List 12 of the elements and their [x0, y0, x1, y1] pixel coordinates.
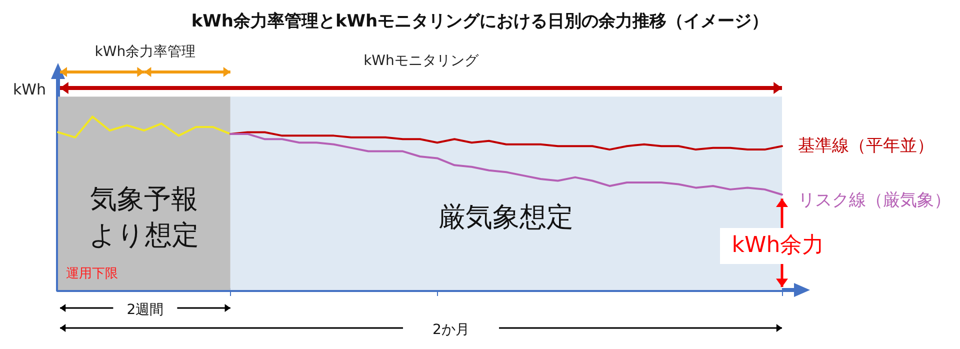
series-label: 基準線（平年並） — [798, 136, 934, 156]
text: 2か月 — [432, 322, 470, 338]
text: kWhモニタリング — [364, 52, 480, 69]
text: kWh余力率管理 — [94, 44, 196, 60]
series-label: リスク線（厳気象） — [798, 190, 951, 211]
y-axis-title: kWh — [12, 80, 46, 98]
text: 2週間 — [126, 302, 164, 318]
chart-title: kWh余力率管理とkWhモニタリングにおける日別の余力推移（イメージ） — [191, 12, 769, 32]
annotation: 運用下限 — [66, 266, 118, 282]
annotation: kWh余力 — [732, 233, 824, 258]
annotation: 厳気象想定 — [438, 202, 574, 233]
annotation: 気象予報より想定 — [89, 184, 200, 251]
